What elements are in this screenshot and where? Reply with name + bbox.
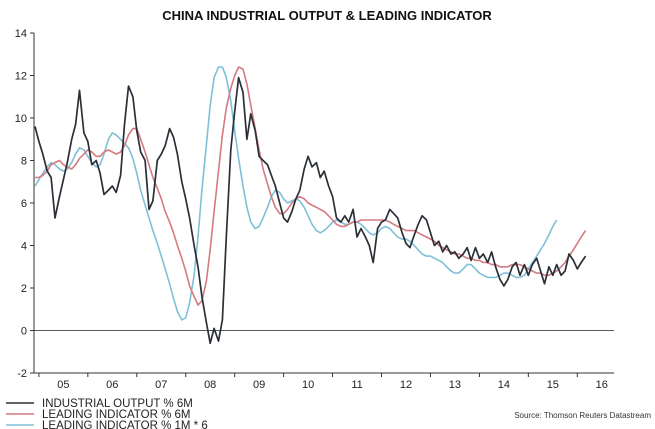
legend-item-industrial-output: INDUSTRIAL OUTPUT % 6M [6, 398, 193, 410]
x-tick-label: 07 [155, 379, 167, 391]
x-tick-label: 12 [400, 379, 412, 391]
legend-label: INDUSTRIAL OUTPUT % 6M [42, 398, 193, 410]
legend-label: LEADING INDICATOR % 1M * 6 [42, 420, 208, 429]
x-tick-label: 14 [498, 379, 510, 391]
legend: INDUSTRIAL OUTPUT % 6M LEADING INDICATOR… [6, 398, 208, 429]
source-note: Source: Thomson Reuters Datastream [514, 411, 651, 420]
series-line-0 [34, 76, 587, 345]
legend-label: LEADING INDICATOR % 6M [42, 409, 190, 421]
x-tick-label: 13 [449, 379, 461, 391]
x-tick-label: 09 [253, 379, 265, 391]
x-tick-label: 11 [351, 379, 362, 391]
x-tick-label: 16 [596, 379, 608, 391]
y-tick-label: 0 [21, 326, 27, 338]
legend-item-leading-indicator-6m: LEADING INDICATOR % 6M [6, 409, 190, 421]
y-tick-label: 14 [15, 28, 27, 40]
series-line-2 [34, 66, 558, 321]
y-tick-label: 4 [21, 241, 27, 253]
y-tick-label: 8 [21, 156, 27, 168]
x-tick-label: 15 [547, 379, 559, 391]
y-tick-label: 2 [21, 283, 27, 295]
x-tick-label: 10 [302, 379, 314, 391]
legend-item-leading-indicator-1m: LEADING INDICATOR % 1M * 6 [6, 420, 208, 429]
y-tick-label: -2 [17, 368, 27, 380]
series-layer [34, 66, 587, 345]
x-tick-label: 05 [57, 379, 69, 391]
series-line-1 [35, 66, 587, 306]
y-tick-label: 12 [15, 71, 27, 83]
x-tick-label: 08 [204, 379, 216, 391]
y-tick-label: 10 [15, 113, 27, 125]
x-axis-ticks: 05 06 07 08 09 10 11 12 13 14 15 16 [38, 373, 608, 391]
plot-frame [33, 33, 614, 374]
x-tick-label: 06 [106, 379, 118, 391]
chart-title: CHINA INDUSTRIAL OUTPUT & LEADING INDICA… [162, 8, 492, 23]
y-tick-label: 6 [21, 198, 27, 210]
y-axis-ticks: -2 0 2 4 6 8 10 12 14 [15, 28, 34, 380]
